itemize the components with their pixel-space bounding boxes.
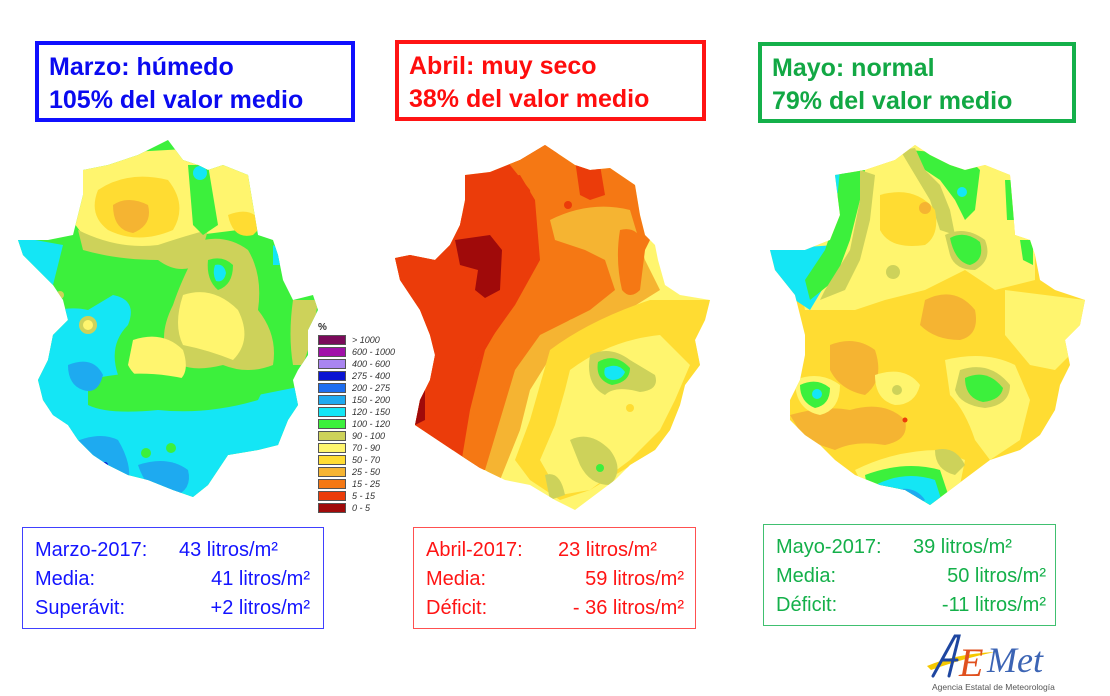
precipitation-legend: % > 1000 600 - 1000 400 - 600 275 - 400 … [318, 322, 408, 514]
may-title-box: Mayo: normal 79% del valor medio [758, 42, 1076, 123]
legend-swatch [318, 371, 346, 381]
legend-item: 150 - 200 [318, 394, 408, 406]
may-stats-row-total: Mayo-2017: 39 litros/m² [776, 536, 1012, 558]
legend-swatch [318, 347, 346, 357]
april-stats-box: Abril-2017: 23 litros/m² Media: 59 litro… [413, 527, 696, 629]
april-title-box: Abril: muy seco 38% del valor medio [395, 40, 706, 121]
legend-item: 90 - 100 [318, 430, 408, 442]
legend-item: 25 - 50 [318, 466, 408, 478]
march-stats-row-anomaly: Superávit: +2 litros/m² [35, 597, 310, 619]
legend-swatch [318, 431, 346, 441]
legend-item: 50 - 70 [318, 454, 408, 466]
legend-item: 100 - 120 [318, 418, 408, 430]
march-stats-row-total: Marzo-2017: 43 litros/m² [35, 539, 278, 561]
march-percent: 105% del valor medio [49, 86, 304, 114]
legend-item: 600 - 1000 [318, 346, 408, 358]
logo-met: Met [986, 640, 1044, 680]
legend-swatch [318, 455, 346, 465]
legend-swatch [318, 335, 346, 345]
april-stats-row-mean: Media: 59 litros/m² [426, 568, 684, 590]
april-percent: 38% del valor medio [409, 85, 650, 113]
april-stats-row-anomaly: Déficit: - 36 litros/m² [426, 597, 684, 619]
legend-item: 70 - 90 [318, 442, 408, 454]
legend-swatch [318, 443, 346, 453]
legend-title: % [318, 322, 327, 333]
legend-item: 400 - 600 [318, 358, 408, 370]
legend-swatch [318, 479, 346, 489]
march-title: Marzo: húmedo [49, 53, 234, 81]
legend-swatch [318, 491, 346, 501]
legend-swatch [318, 359, 346, 369]
may-stats-box: Mayo-2017: 39 litros/m² Media: 50 litros… [763, 524, 1056, 626]
march-stats-box: Marzo-2017: 43 litros/m² Media: 41 litro… [22, 527, 324, 629]
logo-e: E [958, 640, 983, 685]
may-percent: 79% del valor medio [772, 87, 1013, 115]
may-precipitation-map [770, 145, 1085, 505]
legend-item: 0 - 5 [318, 502, 408, 514]
legend-swatch [318, 419, 346, 429]
legend-swatch [318, 503, 346, 513]
legend-swatch [318, 383, 346, 393]
april-stats-row-total: Abril-2017: 23 litros/m² [426, 539, 657, 561]
aemet-caption: Agencia Estatal de Meteorología [932, 682, 1055, 692]
march-stats-row-mean: Media: 41 litros/m² [35, 568, 310, 590]
may-stats-row-mean: Media: 50 litros/m² [776, 565, 1046, 587]
may-stats-row-anomaly: Déficit: -11 litros/m² [776, 594, 1046, 616]
march-precipitation-map [18, 140, 318, 497]
legend-item: 120 - 150 [318, 406, 408, 418]
aemet-logo: E Met [927, 634, 1044, 685]
legend-item: 5 - 15 [318, 490, 408, 502]
legend-swatch [318, 407, 346, 417]
april-precipitation-map [395, 145, 710, 510]
legend-item: 275 - 400 [318, 370, 408, 382]
legend-item: > 1000 [318, 334, 408, 346]
legend-item: 200 - 275 [318, 382, 408, 394]
legend-swatch [318, 395, 346, 405]
legend-swatch [318, 467, 346, 477]
march-title-box: Marzo: húmedo 105% del valor medio [35, 41, 355, 122]
april-title: Abril: muy seco [409, 52, 597, 80]
legend-item: 15 - 25 [318, 478, 408, 490]
may-title: Mayo: normal [772, 54, 935, 82]
